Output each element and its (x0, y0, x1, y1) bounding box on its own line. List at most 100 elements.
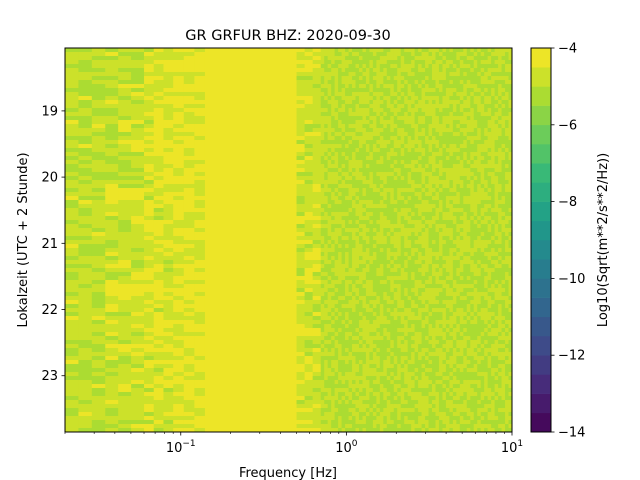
heatmap-cell (296, 180, 305, 185)
heatmap-cell (312, 128, 322, 133)
heatmap-cell (78, 164, 93, 169)
heatmap-cell (376, 224, 381, 229)
heatmap-cell (432, 320, 436, 325)
heatmap-cell (407, 240, 412, 245)
heatmap-cell (393, 232, 398, 237)
heatmap-cell (324, 56, 329, 61)
heatmap-cell (379, 256, 384, 261)
heatmap-cell (144, 280, 155, 285)
heatmap-cell (369, 396, 374, 401)
heatmap-cell (425, 240, 429, 245)
heatmap-cell (338, 184, 342, 189)
heatmap-cell (425, 100, 429, 105)
heatmap-cell (376, 60, 381, 65)
heatmap-cell (372, 60, 377, 65)
heatmap-cell (194, 116, 206, 121)
heatmap-cell (428, 56, 433, 61)
heatmap-cell (393, 104, 398, 109)
heatmap-cell (438, 388, 443, 393)
heatmap-cell (331, 200, 336, 205)
heatmap-cell (118, 404, 132, 409)
heatmap-cell (435, 344, 440, 349)
heatmap-cell (358, 84, 363, 89)
heatmap-cell (425, 268, 429, 273)
heatmap-cell (418, 312, 422, 317)
heatmap-cell (91, 396, 106, 401)
heatmap-cell (376, 68, 381, 73)
heatmap-cell (369, 56, 374, 61)
heatmap-cell (383, 388, 388, 393)
heatmap-cell (304, 356, 314, 361)
heatmap-cell (425, 176, 429, 181)
heatmap-cell (118, 92, 132, 97)
heatmap-cell (183, 400, 195, 405)
heatmap-cell (91, 284, 106, 289)
heatmap-cell (341, 192, 346, 197)
heatmap-cell (435, 124, 440, 129)
heatmap-cell (376, 268, 381, 273)
heatmap-cell (327, 48, 332, 53)
heatmap-cell (369, 168, 374, 173)
heatmap-cell (365, 272, 370, 277)
heatmap-cell (432, 148, 436, 153)
heatmap-cell (204, 336, 297, 341)
heatmap-cell (421, 364, 426, 369)
heatmap-cell (383, 396, 388, 401)
heatmap-cell (173, 348, 185, 353)
heatmap-cell (183, 348, 195, 353)
heatmap-cell (352, 208, 356, 213)
heatmap-cell (163, 196, 174, 201)
heatmap-cell (153, 300, 164, 305)
heatmap-cell (78, 224, 93, 229)
heatmap-cell (386, 80, 391, 85)
heatmap-cell (163, 84, 174, 89)
heatmap-cell (91, 328, 106, 333)
heatmap-cell (393, 56, 398, 61)
heatmap-cell (183, 260, 195, 265)
heatmap-cell (421, 412, 426, 417)
heatmap-cell (442, 400, 447, 405)
heatmap-cell (404, 104, 409, 109)
heatmap-cell (153, 360, 164, 365)
heatmap-cell (194, 372, 206, 377)
heatmap-cell (404, 304, 409, 309)
heatmap-cell (397, 376, 402, 381)
heatmap-cell (438, 412, 443, 417)
heatmap-cell (331, 140, 336, 145)
heatmap-cell (204, 252, 297, 257)
heatmap-cell (365, 344, 370, 349)
heatmap-cell (425, 412, 429, 417)
heatmap-cell (404, 108, 409, 113)
heatmap-cell (379, 376, 384, 381)
heatmap-cell (91, 164, 106, 169)
heatmap-cell (372, 140, 377, 145)
heatmap-cell (379, 224, 384, 229)
heatmap-cell (411, 48, 416, 53)
heatmap-cell (341, 228, 346, 233)
heatmap-cell (194, 404, 206, 409)
heatmap-cell (362, 332, 367, 337)
heatmap-cell (312, 72, 322, 77)
heatmap-cell (397, 412, 402, 417)
heatmap-cell (118, 368, 132, 373)
heatmap-cell (393, 308, 398, 313)
heatmap-cell (183, 80, 195, 85)
heatmap-cell (105, 400, 119, 405)
heatmap-cell (386, 376, 391, 381)
heatmap-cell (425, 96, 429, 101)
heatmap-cell (372, 88, 377, 93)
heatmap-cell (345, 348, 349, 353)
heatmap-cell (407, 320, 412, 325)
heatmap-cell (400, 280, 405, 285)
heatmap-cell (390, 392, 395, 397)
heatmap-cell (358, 180, 363, 185)
heatmap-cell (418, 244, 422, 249)
heatmap-cell (442, 356, 447, 361)
heatmap-cell (390, 100, 395, 105)
heatmap-cell (418, 92, 422, 97)
heatmap-cell (397, 332, 402, 337)
heatmap-cell (345, 404, 349, 409)
heatmap-cell (153, 76, 164, 81)
heatmap-cell (393, 240, 398, 245)
heatmap-cell (365, 132, 370, 137)
